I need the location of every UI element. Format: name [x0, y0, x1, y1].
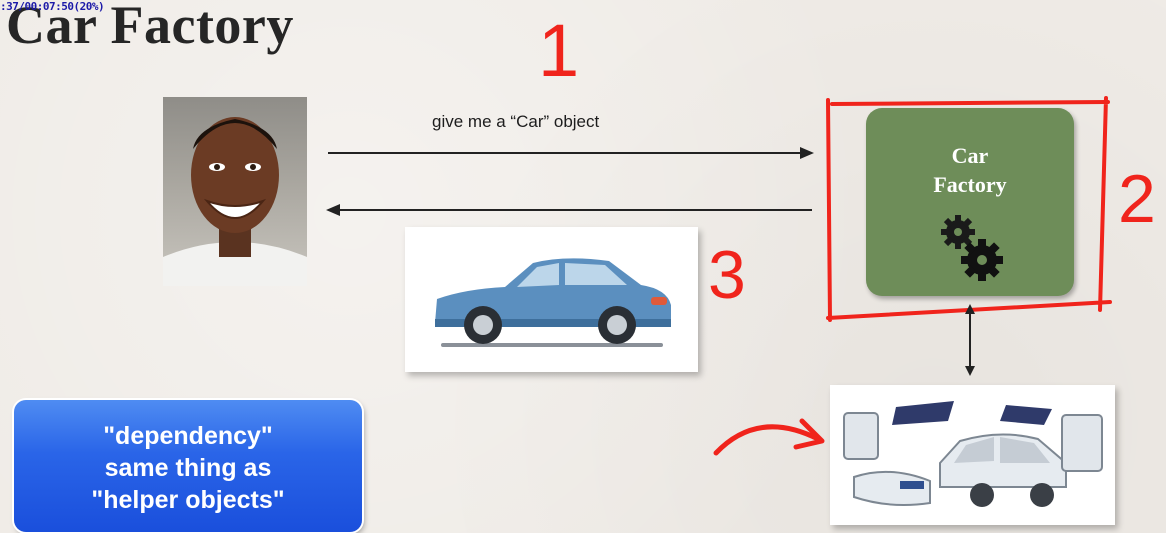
arrow-right-icon: [800, 147, 814, 159]
car-image-card: [405, 227, 698, 372]
note-line3: "helper objects": [91, 486, 285, 514]
request-label: give me a “Car” object: [432, 112, 600, 131]
arrow-down-icon: [965, 366, 975, 376]
highlight-box: [826, 96, 1112, 322]
car-factory-box: Car Factory: [866, 108, 1074, 296]
double-arrow: [965, 304, 975, 376]
slide-title: Car Factory: [6, 0, 294, 55]
step-number-3: 3: [708, 237, 746, 313]
step-number-2: 2: [1118, 161, 1156, 237]
car-parts-icon: [843, 401, 1103, 507]
arrow-up-icon: [965, 304, 975, 314]
person-photo: [163, 97, 307, 286]
note-line2: same thing as: [104, 454, 272, 482]
step-number-1: 1: [538, 9, 580, 92]
factory-label-line2: Factory: [933, 171, 1007, 197]
arrow-left-icon: [326, 204, 340, 216]
car-parts-image-card: [830, 385, 1115, 525]
gears-icon: [941, 215, 1003, 281]
red-curved-arrow: [713, 418, 825, 456]
arrows: [326, 147, 814, 216]
factory-label: Car Factory: [866, 142, 1074, 199]
factory-label-line1: Car: [951, 143, 989, 168]
video-timestamp: :37/00:07:50(20%): [0, 0, 105, 13]
dependency-note: "dependency" same thing as "helper objec…: [14, 400, 362, 532]
car-icon: [435, 258, 671, 347]
note-line1: "dependency": [103, 422, 273, 450]
